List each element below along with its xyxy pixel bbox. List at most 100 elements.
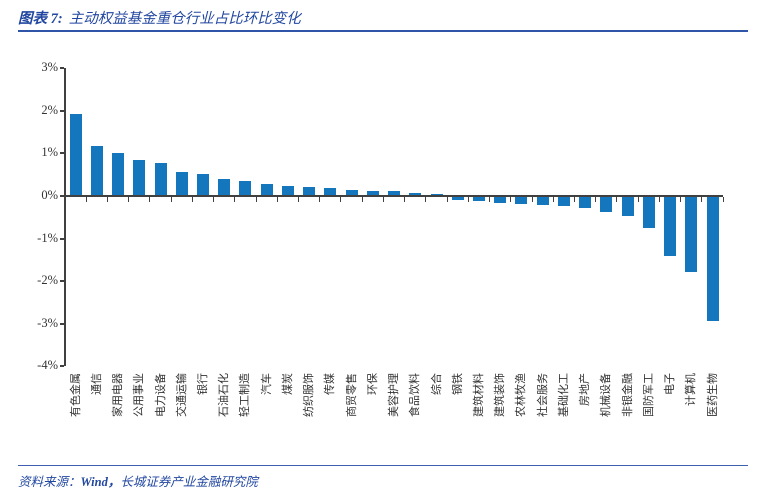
x-axis-tick-mark bbox=[531, 197, 533, 202]
x-axis-tick-mark bbox=[552, 197, 554, 202]
y-axis-tick-label: 2% bbox=[41, 102, 58, 117]
x-axis-tick-mark bbox=[658, 197, 660, 202]
x-axis-tick-mark bbox=[213, 197, 215, 202]
x-axis-tick-mark bbox=[595, 197, 597, 202]
x-axis-category-label: 计算机 bbox=[685, 373, 698, 406]
x-axis-category-label: 银行 bbox=[196, 373, 209, 395]
x-axis-category-label: 有色金属 bbox=[69, 373, 82, 417]
x-axis-tick-mark bbox=[106, 197, 108, 202]
y-axis-tick-mark bbox=[60, 109, 64, 112]
bar-钢铁 bbox=[451, 197, 464, 200]
chart-title-prefix: 图表 7: bbox=[18, 11, 63, 27]
x-axis-tick-mark bbox=[128, 197, 130, 202]
x-axis-category-label: 国防军工 bbox=[642, 373, 655, 417]
x-axis-category-label: 建筑材料 bbox=[472, 373, 485, 417]
x-axis-tick-mark bbox=[489, 197, 491, 202]
bar-商贸零售 bbox=[345, 190, 358, 195]
x-axis-category-label: 非银金融 bbox=[621, 373, 634, 417]
bar-家用电器 bbox=[112, 153, 125, 195]
bar-社会服务 bbox=[536, 197, 549, 205]
x-axis-category-label: 钢铁 bbox=[451, 373, 464, 395]
x-axis-category-label: 综合 bbox=[430, 373, 443, 395]
bar-有色金属 bbox=[69, 114, 82, 195]
x-axis-category-label: 传媒 bbox=[324, 373, 337, 395]
x-axis-tick-mark bbox=[446, 197, 448, 202]
y-axis-tick-label: -4% bbox=[37, 358, 58, 373]
bar-计算机 bbox=[685, 197, 698, 272]
x-axis-zero-line bbox=[64, 195, 724, 197]
x-axis-tick-mark bbox=[85, 197, 87, 202]
x-axis-category-label: 美容护理 bbox=[388, 373, 401, 417]
x-axis-category-label: 食品饮料 bbox=[409, 373, 422, 417]
y-axis-tick-label: -2% bbox=[37, 273, 58, 288]
y-axis-tick-mark bbox=[60, 152, 64, 155]
bar-机械设备 bbox=[600, 197, 613, 212]
bar-农林牧渔 bbox=[515, 197, 528, 204]
x-axis-tick-mark bbox=[722, 197, 724, 202]
y-axis-tick-mark bbox=[60, 195, 64, 197]
bar-电力设备 bbox=[154, 163, 167, 195]
bar-纺织服饰 bbox=[303, 187, 316, 195]
y-axis-tick-mark bbox=[60, 280, 64, 283]
chart-title: 图表 7: 主动权益基金重仓行业占比环比变化 bbox=[18, 7, 301, 28]
x-axis-tick-mark bbox=[425, 197, 427, 202]
bar-通信 bbox=[90, 146, 103, 195]
x-axis-category-label: 机械设备 bbox=[600, 373, 613, 417]
bar-传媒 bbox=[324, 188, 337, 195]
y-axis-tick-mark bbox=[60, 67, 64, 70]
x-axis-tick-mark bbox=[170, 197, 172, 202]
y-axis-tick-mark bbox=[60, 322, 64, 325]
bar-食品饮料 bbox=[409, 193, 422, 195]
x-axis-tick-mark bbox=[467, 197, 469, 202]
x-axis-category-label: 农林牧渔 bbox=[515, 373, 528, 417]
bar-环保 bbox=[366, 191, 379, 195]
y-axis-tick-mark bbox=[60, 237, 64, 240]
x-axis-tick-mark bbox=[382, 197, 384, 202]
source-prefix: 资料来源： bbox=[18, 475, 81, 489]
x-axis-tick-mark bbox=[298, 197, 300, 202]
x-axis-category-label: 煤炭 bbox=[281, 373, 294, 395]
bar-石油石化 bbox=[218, 179, 231, 195]
y-axis-tick-label: 3% bbox=[41, 60, 58, 75]
x-axis-category-label: 社会服务 bbox=[536, 373, 549, 417]
bar-煤炭 bbox=[281, 186, 294, 195]
x-axis-category-label: 公用事业 bbox=[133, 373, 146, 417]
x-axis-tick-mark bbox=[234, 197, 236, 202]
x-axis-category-label: 家用电器 bbox=[112, 373, 125, 417]
x-axis-category-label: 建筑装饰 bbox=[494, 373, 507, 417]
bar-汽车 bbox=[260, 184, 273, 195]
x-axis-category-label: 电力设备 bbox=[154, 373, 167, 417]
x-axis-category-label: 通信 bbox=[90, 373, 103, 395]
x-axis-category-label: 交通运输 bbox=[175, 373, 188, 417]
bar-房地产 bbox=[579, 197, 592, 208]
bar-公用事业 bbox=[133, 160, 146, 195]
bar-医药生物 bbox=[706, 197, 719, 321]
bar-国防军工 bbox=[642, 197, 655, 228]
x-axis-category-label: 环保 bbox=[366, 373, 379, 395]
x-axis-category-label: 纺织服饰 bbox=[303, 373, 316, 417]
x-axis-category-label: 轻工制造 bbox=[239, 373, 252, 417]
bar-建筑材料 bbox=[472, 197, 485, 201]
x-axis-tick-mark bbox=[404, 197, 406, 202]
source-wind: Wind， bbox=[80, 475, 121, 489]
x-axis-tick-mark bbox=[637, 197, 639, 202]
y-axis-tick-label: -1% bbox=[37, 230, 58, 245]
x-axis-category-label: 石油石化 bbox=[218, 373, 231, 417]
source-org: 长城证券产业金融研究院 bbox=[120, 475, 258, 489]
y-axis-line bbox=[64, 68, 66, 367]
bar-chart-plot-area: 3% 2% 1% 0% -1% -2% -3% -4% 有色金属 通信 家用电器 公用事业 电力设备 交通… bbox=[37, 60, 724, 417]
y-axis-tick-label: -3% bbox=[37, 315, 58, 330]
x-axis-tick-mark bbox=[149, 197, 151, 202]
x-axis-tick-mark bbox=[276, 197, 278, 202]
bar-基础化工 bbox=[557, 197, 570, 206]
y-axis-tick-label: 0% bbox=[41, 188, 58, 202]
chart-title-text: 主动权益基金重仓行业占比环比变化 bbox=[68, 11, 301, 27]
x-axis-tick-mark bbox=[510, 197, 512, 202]
data-source-note: 资料来源：Wind，长城证券产业金融研究院 bbox=[18, 471, 258, 490]
title-underline-rule bbox=[18, 30, 748, 32]
x-axis-category-label: 基础化工 bbox=[557, 373, 570, 417]
y-axis-tick-mark bbox=[60, 365, 64, 368]
x-axis-tick-mark bbox=[701, 197, 703, 202]
bar-轻工制造 bbox=[239, 181, 252, 195]
x-axis-tick-mark bbox=[255, 197, 257, 202]
